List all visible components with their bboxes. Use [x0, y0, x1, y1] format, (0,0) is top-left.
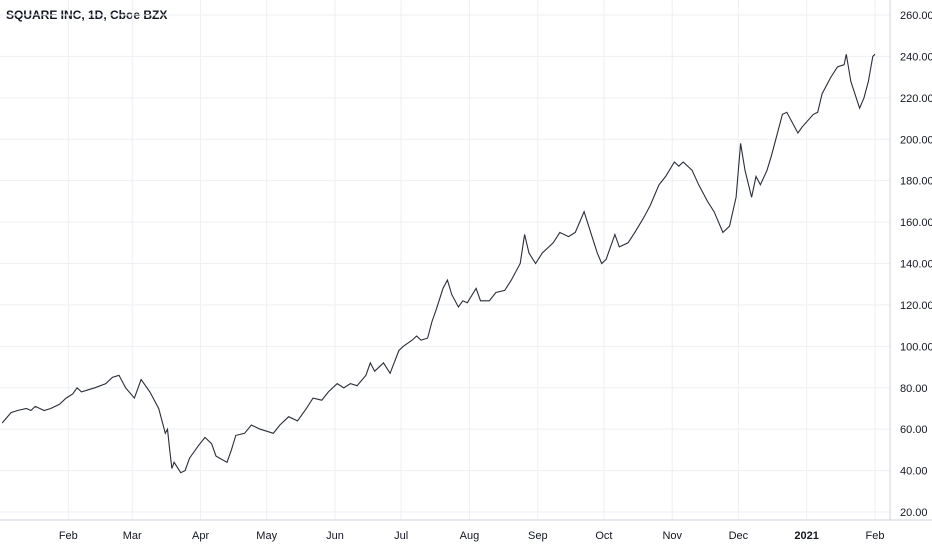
y-tick-label: 80.00 — [900, 383, 928, 395]
grid — [0, 0, 890, 520]
x-tick-label: May — [256, 530, 277, 542]
y-tick-label: 40.00 — [900, 466, 928, 478]
x-tick-label: Jul — [394, 530, 408, 542]
price-line — [1, 53, 876, 474]
x-axis: Feb Mar Apr May Jun Jul Aug Sep Oct Nov Dec 2021 Feb — [0, 519, 932, 542]
x-tick-label: Dec — [729, 530, 749, 542]
x-tick-label: Feb — [59, 530, 78, 542]
y-tick-label: 160.00 — [900, 217, 932, 229]
y-tick-label: 240.00 — [900, 51, 932, 63]
x-tick-label: Aug — [460, 530, 480, 542]
x-tick-label: Apr — [192, 530, 209, 542]
y-tick-label: 200.00 — [900, 134, 932, 146]
x-tick-label: Mar — [123, 530, 142, 542]
y-tick-label: 120.00 — [900, 300, 932, 312]
y-tick-label: 220.00 — [900, 93, 932, 105]
y-tick-label: 180.00 — [900, 176, 932, 188]
x-tick-label: Oct — [595, 530, 612, 542]
y-tick-label: 20.00 — [900, 507, 928, 519]
y-tick-label: 140.00 — [900, 259, 932, 271]
y-tick-label: 60.00 — [900, 424, 928, 436]
x-tick-label: Sep — [528, 530, 548, 542]
x-tick-label: Feb — [866, 530, 885, 542]
y-axis: 20.00 40.00 60.00 80.00 100.00 120.00 140.00 16… — [889, 0, 932, 520]
x-tick-label: Nov — [662, 530, 682, 542]
x-tick-label: 2021 — [794, 530, 818, 542]
y-tick-label: 260.00 — [900, 10, 932, 22]
x-tick-label: Jun — [326, 530, 344, 542]
y-tick-label: 100.00 — [900, 341, 932, 353]
